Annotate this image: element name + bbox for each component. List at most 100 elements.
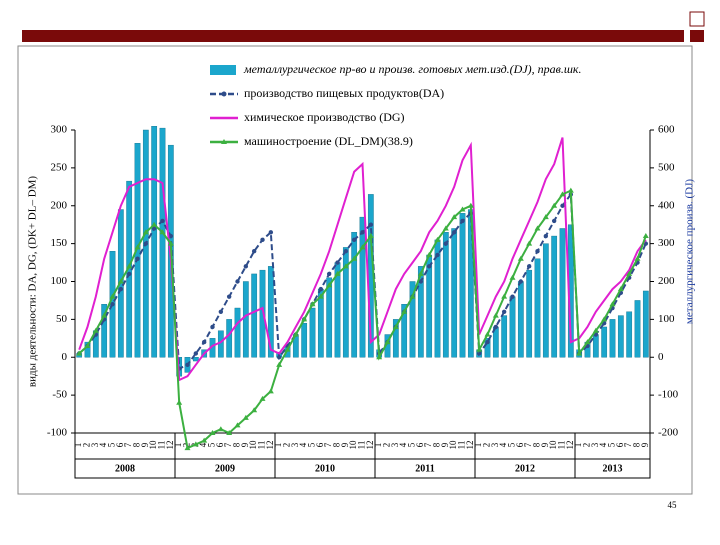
point (584, 339, 591, 345)
bar (301, 322, 308, 358)
y2-tick-label: 300 (658, 237, 675, 249)
banner-square (690, 30, 704, 42)
bar (409, 281, 416, 358)
point (267, 388, 274, 394)
month-label: 11 (457, 441, 467, 450)
month-label: 5 (507, 442, 517, 447)
point (517, 255, 524, 261)
point (617, 286, 624, 292)
bar (634, 300, 641, 358)
bar (251, 273, 258, 358)
bar (326, 277, 333, 358)
point (160, 218, 165, 224)
month-label: 12 (165, 441, 175, 450)
legend-label: машиностроение (DL_DM)(38.9) (244, 134, 413, 148)
point (284, 346, 291, 352)
month-label: 10 (348, 440, 358, 450)
point (326, 282, 333, 288)
bar (226, 319, 233, 358)
month-label: 7 (423, 442, 433, 447)
month-label: 7 (323, 442, 333, 447)
y2-tick-label: 400 (658, 199, 675, 211)
point (309, 301, 316, 307)
bar (417, 266, 424, 358)
month-label: 1 (573, 443, 583, 448)
point (76, 350, 83, 356)
point (326, 271, 332, 277)
y-tick-label: 150 (51, 237, 68, 249)
y-axis-title: виды деятельности: DA, DG, (DK+ DL– DM) (27, 176, 39, 388)
month-label: 11 (157, 441, 167, 450)
point (560, 203, 565, 208)
point (592, 327, 599, 333)
point (368, 222, 374, 227)
bar (134, 143, 141, 358)
month-label: 2 (382, 443, 392, 448)
point (459, 206, 466, 212)
bar (242, 281, 249, 358)
point (235, 279, 240, 284)
month-label: 5 (407, 442, 417, 447)
point (243, 264, 249, 269)
bar (234, 307, 241, 358)
bar (151, 126, 158, 358)
month-label: 1 (73, 443, 83, 448)
point (501, 293, 508, 299)
point (351, 237, 357, 243)
y-tick-label: 100 (51, 275, 68, 287)
month-label: 11 (257, 441, 267, 450)
point (135, 256, 140, 261)
month-label: 1 (373, 443, 383, 448)
month-label: 4 (198, 442, 208, 447)
month-label: 12 (565, 441, 575, 450)
point (559, 191, 566, 197)
point (301, 316, 308, 322)
legend-swatch (210, 65, 236, 75)
bar (559, 228, 566, 358)
point (451, 214, 458, 220)
month-label: 3 (390, 442, 400, 447)
month-label: 6 (615, 442, 625, 447)
point (260, 237, 265, 243)
legend-marker (221, 139, 227, 144)
legend-label: производство пищевых продуктов(DA) (244, 86, 444, 100)
point (101, 312, 108, 318)
month-label: 8 (532, 442, 542, 447)
point (542, 214, 549, 220)
point (234, 422, 241, 428)
y-tick-label: 200 (51, 199, 68, 211)
point (143, 241, 149, 246)
month-label: 8 (132, 442, 142, 447)
month-label: 9 (140, 442, 150, 447)
point (451, 230, 457, 235)
month-label: 11 (557, 441, 567, 450)
point (360, 230, 365, 235)
point (467, 202, 474, 208)
point (201, 437, 208, 443)
point (92, 327, 99, 333)
bar (309, 307, 316, 358)
point (184, 445, 191, 451)
legend-label: химическое производство (DG) (244, 110, 405, 124)
point (492, 312, 499, 318)
bar (459, 213, 466, 358)
month-label: 8 (232, 442, 242, 447)
y2-tick-label: 100 (658, 313, 675, 325)
year-label: 2012 (515, 463, 535, 474)
point (642, 233, 649, 239)
month-label: 10 (448, 440, 458, 450)
month-label: 11 (357, 441, 367, 450)
month-label: 5 (207, 442, 217, 447)
point (142, 229, 149, 235)
month-label: 1 (473, 443, 483, 448)
month-label: 2 (282, 443, 292, 448)
point (276, 361, 283, 367)
month-label: 6 (315, 442, 325, 447)
y-tick-label: 0 (62, 351, 68, 363)
point (118, 286, 124, 292)
point (134, 244, 141, 250)
point (401, 308, 408, 314)
bar (259, 269, 266, 358)
point (526, 264, 532, 269)
banner-bar (22, 30, 684, 42)
